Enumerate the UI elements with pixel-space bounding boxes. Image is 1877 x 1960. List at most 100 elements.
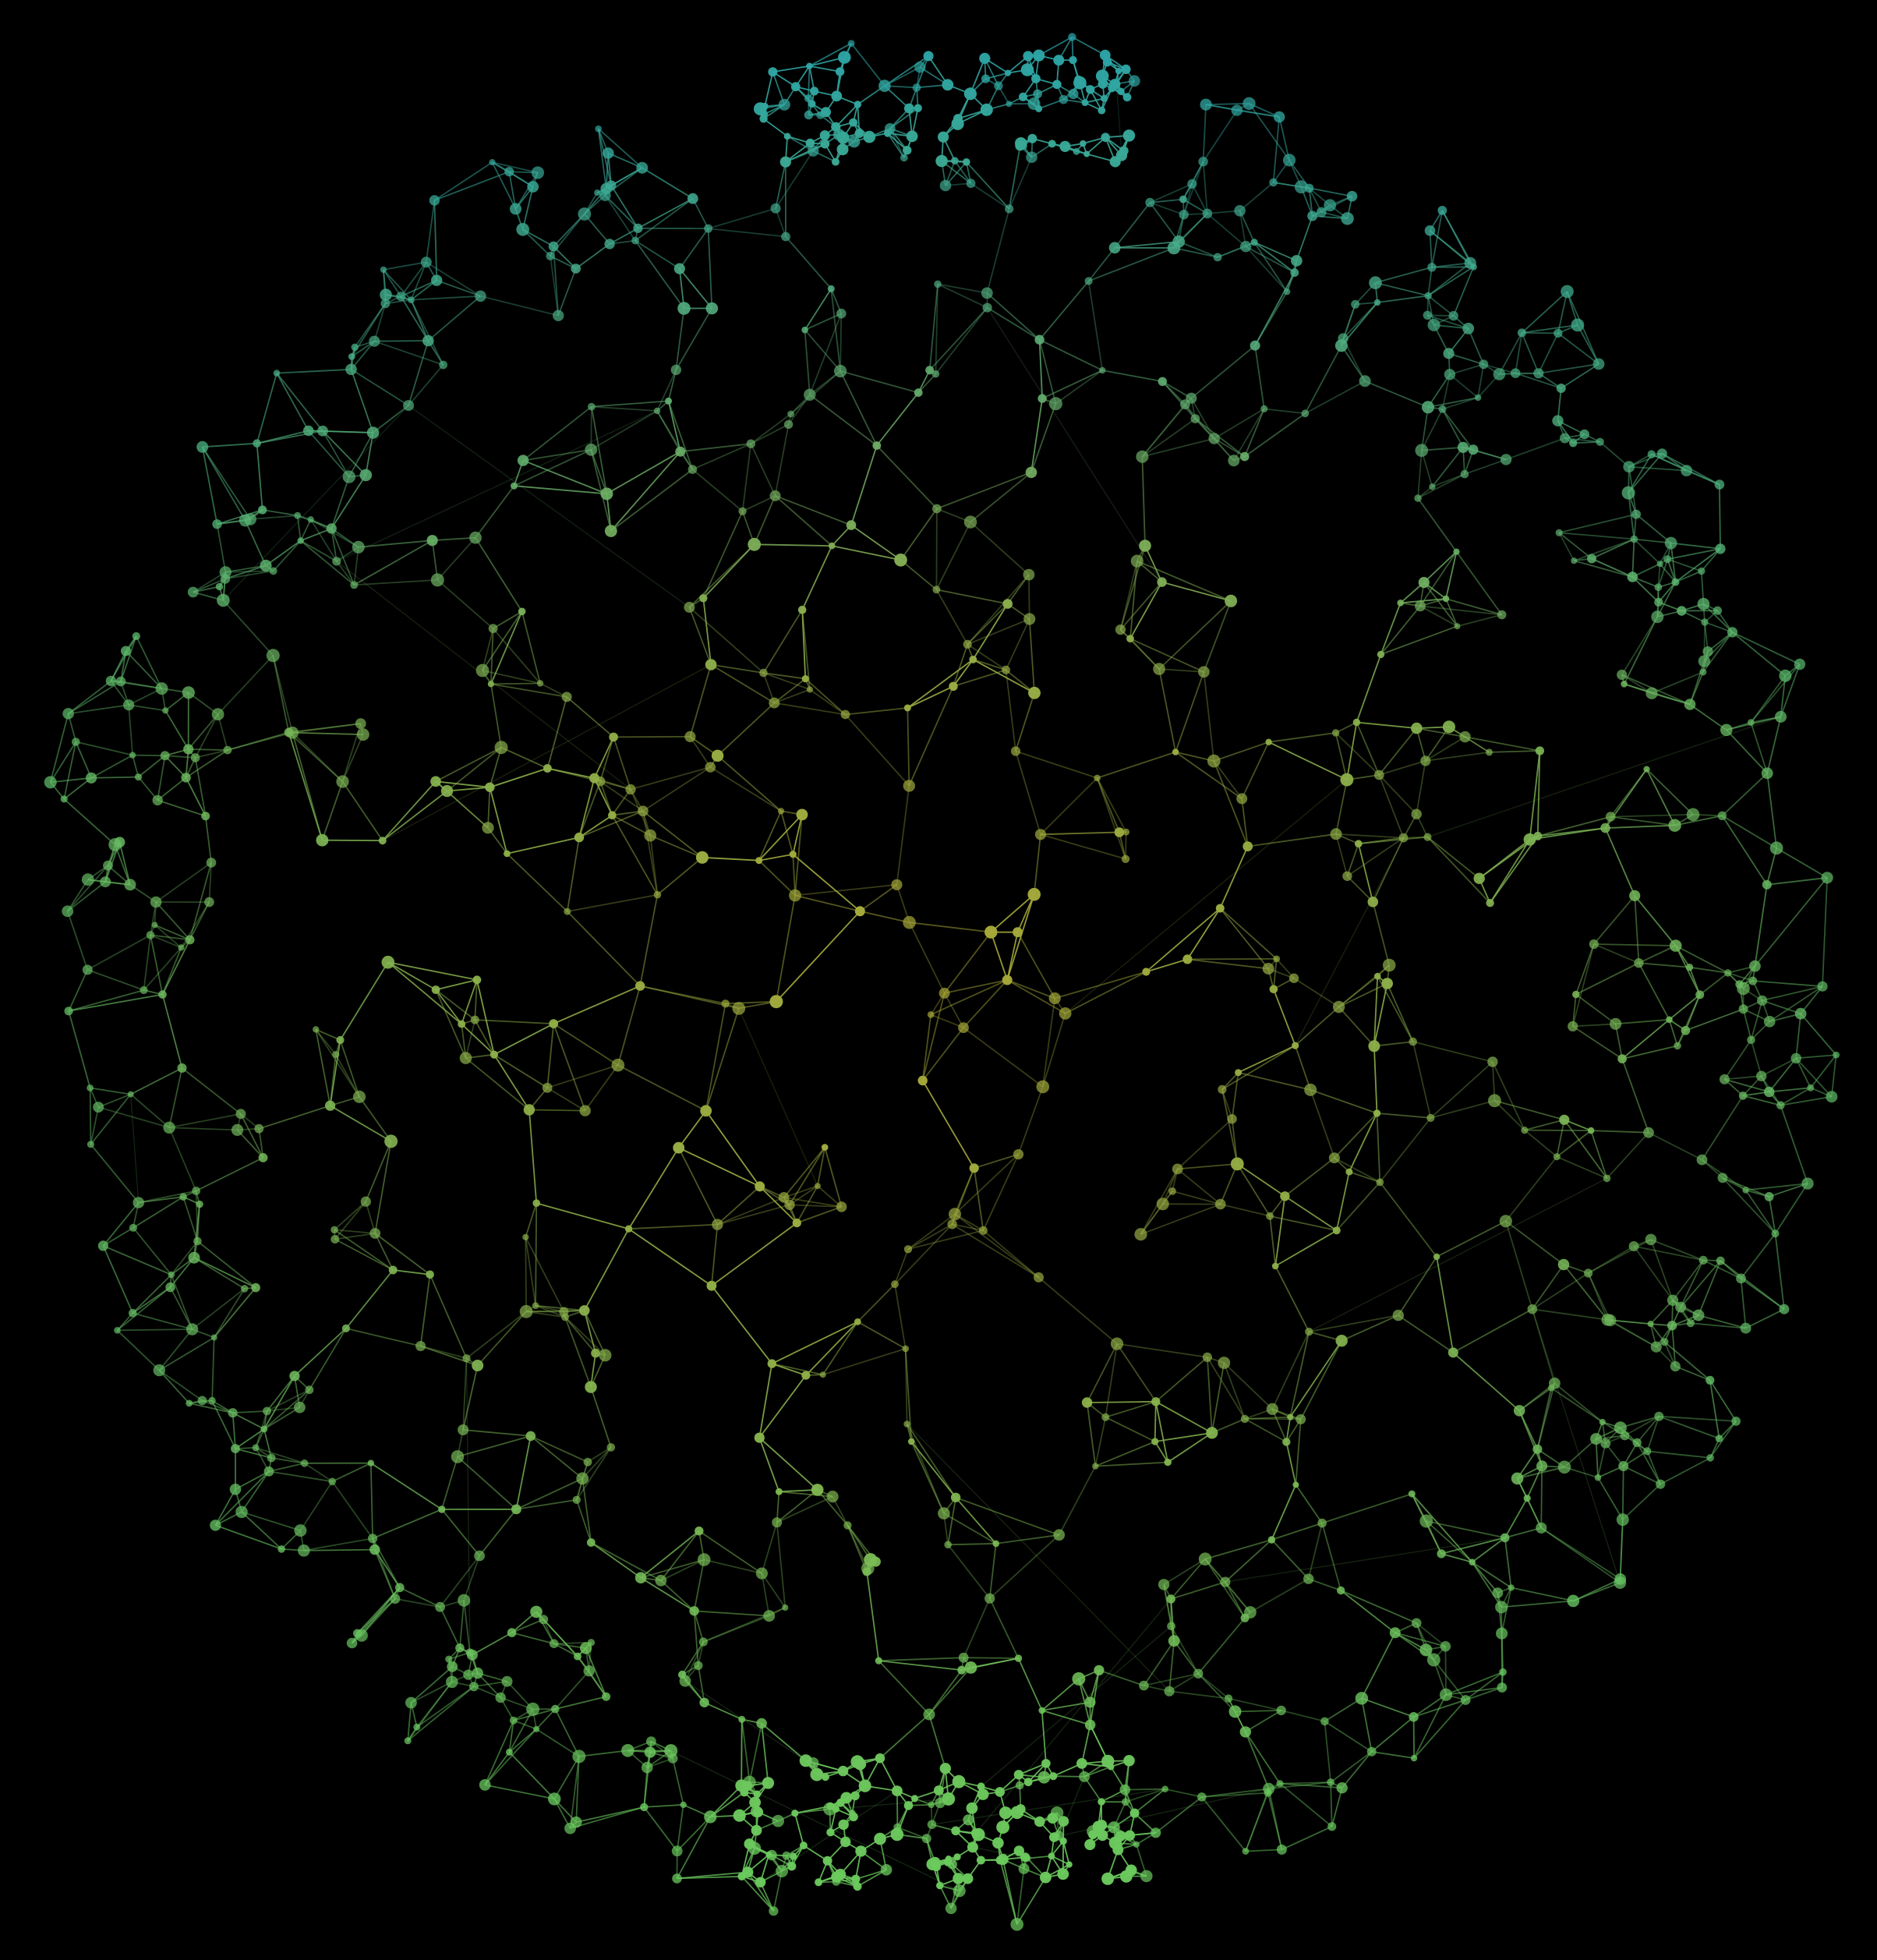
network-edge	[1334, 1113, 1378, 1159]
network-node	[578, 1305, 590, 1316]
network-edge	[1620, 1415, 1660, 1429]
network-edge	[1472, 1561, 1512, 1589]
network-edge	[1591, 557, 1633, 578]
network-edge	[1335, 833, 1404, 839]
network-edge	[1245, 1788, 1270, 1852]
network-node	[932, 586, 941, 594]
network-edge	[1221, 1089, 1233, 1120]
network-node	[81, 873, 94, 886]
network-edge	[1427, 716, 1781, 838]
network-edge	[217, 509, 263, 525]
network-edge	[330, 1105, 392, 1142]
network-edge	[1600, 441, 1630, 468]
network-edge	[1340, 1590, 1396, 1634]
network-edge	[754, 543, 832, 547]
network-node	[1202, 208, 1213, 219]
network-edge	[465, 1019, 476, 1059]
network-node	[1720, 724, 1733, 737]
network-edge	[783, 1197, 842, 1208]
network-node	[600, 487, 613, 501]
network-edge	[801, 610, 811, 690]
network-node	[1510, 368, 1521, 379]
network-node	[490, 1050, 499, 1059]
network-node	[240, 1285, 249, 1293]
network-node	[843, 1521, 852, 1530]
network-node	[570, 1816, 582, 1828]
network-edge	[1377, 295, 1429, 303]
network-edge	[1190, 398, 1215, 439]
network-node	[1821, 872, 1833, 884]
network-node	[1025, 466, 1037, 479]
network-node	[223, 745, 232, 755]
network-edge	[987, 307, 1163, 582]
network-node	[1179, 210, 1189, 220]
network-node	[854, 129, 864, 138]
network-edge	[1225, 1537, 1505, 1583]
network-edge	[1119, 628, 1160, 670]
network-node	[792, 1219, 801, 1228]
network-edge	[1425, 726, 1450, 762]
network-node	[1651, 610, 1664, 624]
network-edge	[832, 545, 901, 561]
network-node	[1234, 205, 1246, 217]
network-edge	[1295, 813, 1417, 1046]
network-edge	[1709, 1379, 1737, 1422]
network-node	[1235, 1069, 1242, 1077]
network-edge	[1335, 1171, 1350, 1231]
network-node	[1290, 268, 1299, 278]
network-edge	[593, 737, 614, 779]
network-edge	[599, 780, 644, 812]
network-edge	[771, 1321, 858, 1364]
network-edge	[1223, 1362, 1246, 1420]
network-node	[1656, 448, 1667, 459]
network-node	[1698, 655, 1711, 667]
network-edge	[408, 340, 429, 406]
network-node	[1492, 1587, 1504, 1598]
network-edge	[1062, 1841, 1070, 1865]
network-edge	[359, 1096, 392, 1142]
network-edge	[1356, 722, 1380, 776]
network-edge	[473, 1680, 507, 1688]
network-edge	[315, 1028, 360, 1098]
network-edge	[590, 449, 608, 494]
network-node	[1303, 1573, 1314, 1584]
network-edge	[1221, 1045, 1296, 1091]
network-node	[756, 1718, 767, 1729]
network-edge	[610, 185, 639, 229]
network-edge	[304, 1463, 333, 1483]
network-node	[883, 129, 892, 137]
network-edge	[1427, 267, 1433, 296]
network-edge	[1721, 773, 1768, 816]
network-edge	[1005, 670, 1016, 752]
network-edge	[587, 1446, 612, 1463]
network-node	[286, 726, 299, 739]
network-edge	[1680, 1260, 1721, 1308]
network-edge	[1680, 1260, 1704, 1307]
network-edge	[1709, 1380, 1720, 1439]
network-edge	[1214, 437, 1246, 458]
network-node	[854, 1758, 867, 1771]
network-node	[670, 364, 681, 376]
network-node	[1108, 242, 1121, 254]
network-edge	[910, 1441, 956, 1498]
network-edge	[779, 1489, 818, 1493]
network-node	[779, 156, 791, 168]
network-node	[277, 1545, 285, 1553]
network-edge	[1334, 732, 1348, 780]
network-node	[1098, 106, 1106, 115]
network-node	[1153, 663, 1165, 675]
network-node	[1500, 454, 1512, 465]
network-node	[1427, 318, 1440, 331]
network-edge	[1623, 616, 1659, 685]
network-edge	[1504, 1498, 1528, 1538]
network-node	[1654, 1411, 1664, 1421]
network-edge	[709, 766, 782, 812]
network-edge	[155, 861, 212, 903]
edges-layer	[49, 36, 1837, 1925]
network-edge	[1254, 272, 1296, 346]
network-node	[1643, 1447, 1652, 1456]
network-node	[186, 1399, 193, 1407]
network-edge	[1556, 1155, 1607, 1180]
network-edge	[1425, 736, 1465, 762]
network-node	[472, 1667, 483, 1679]
